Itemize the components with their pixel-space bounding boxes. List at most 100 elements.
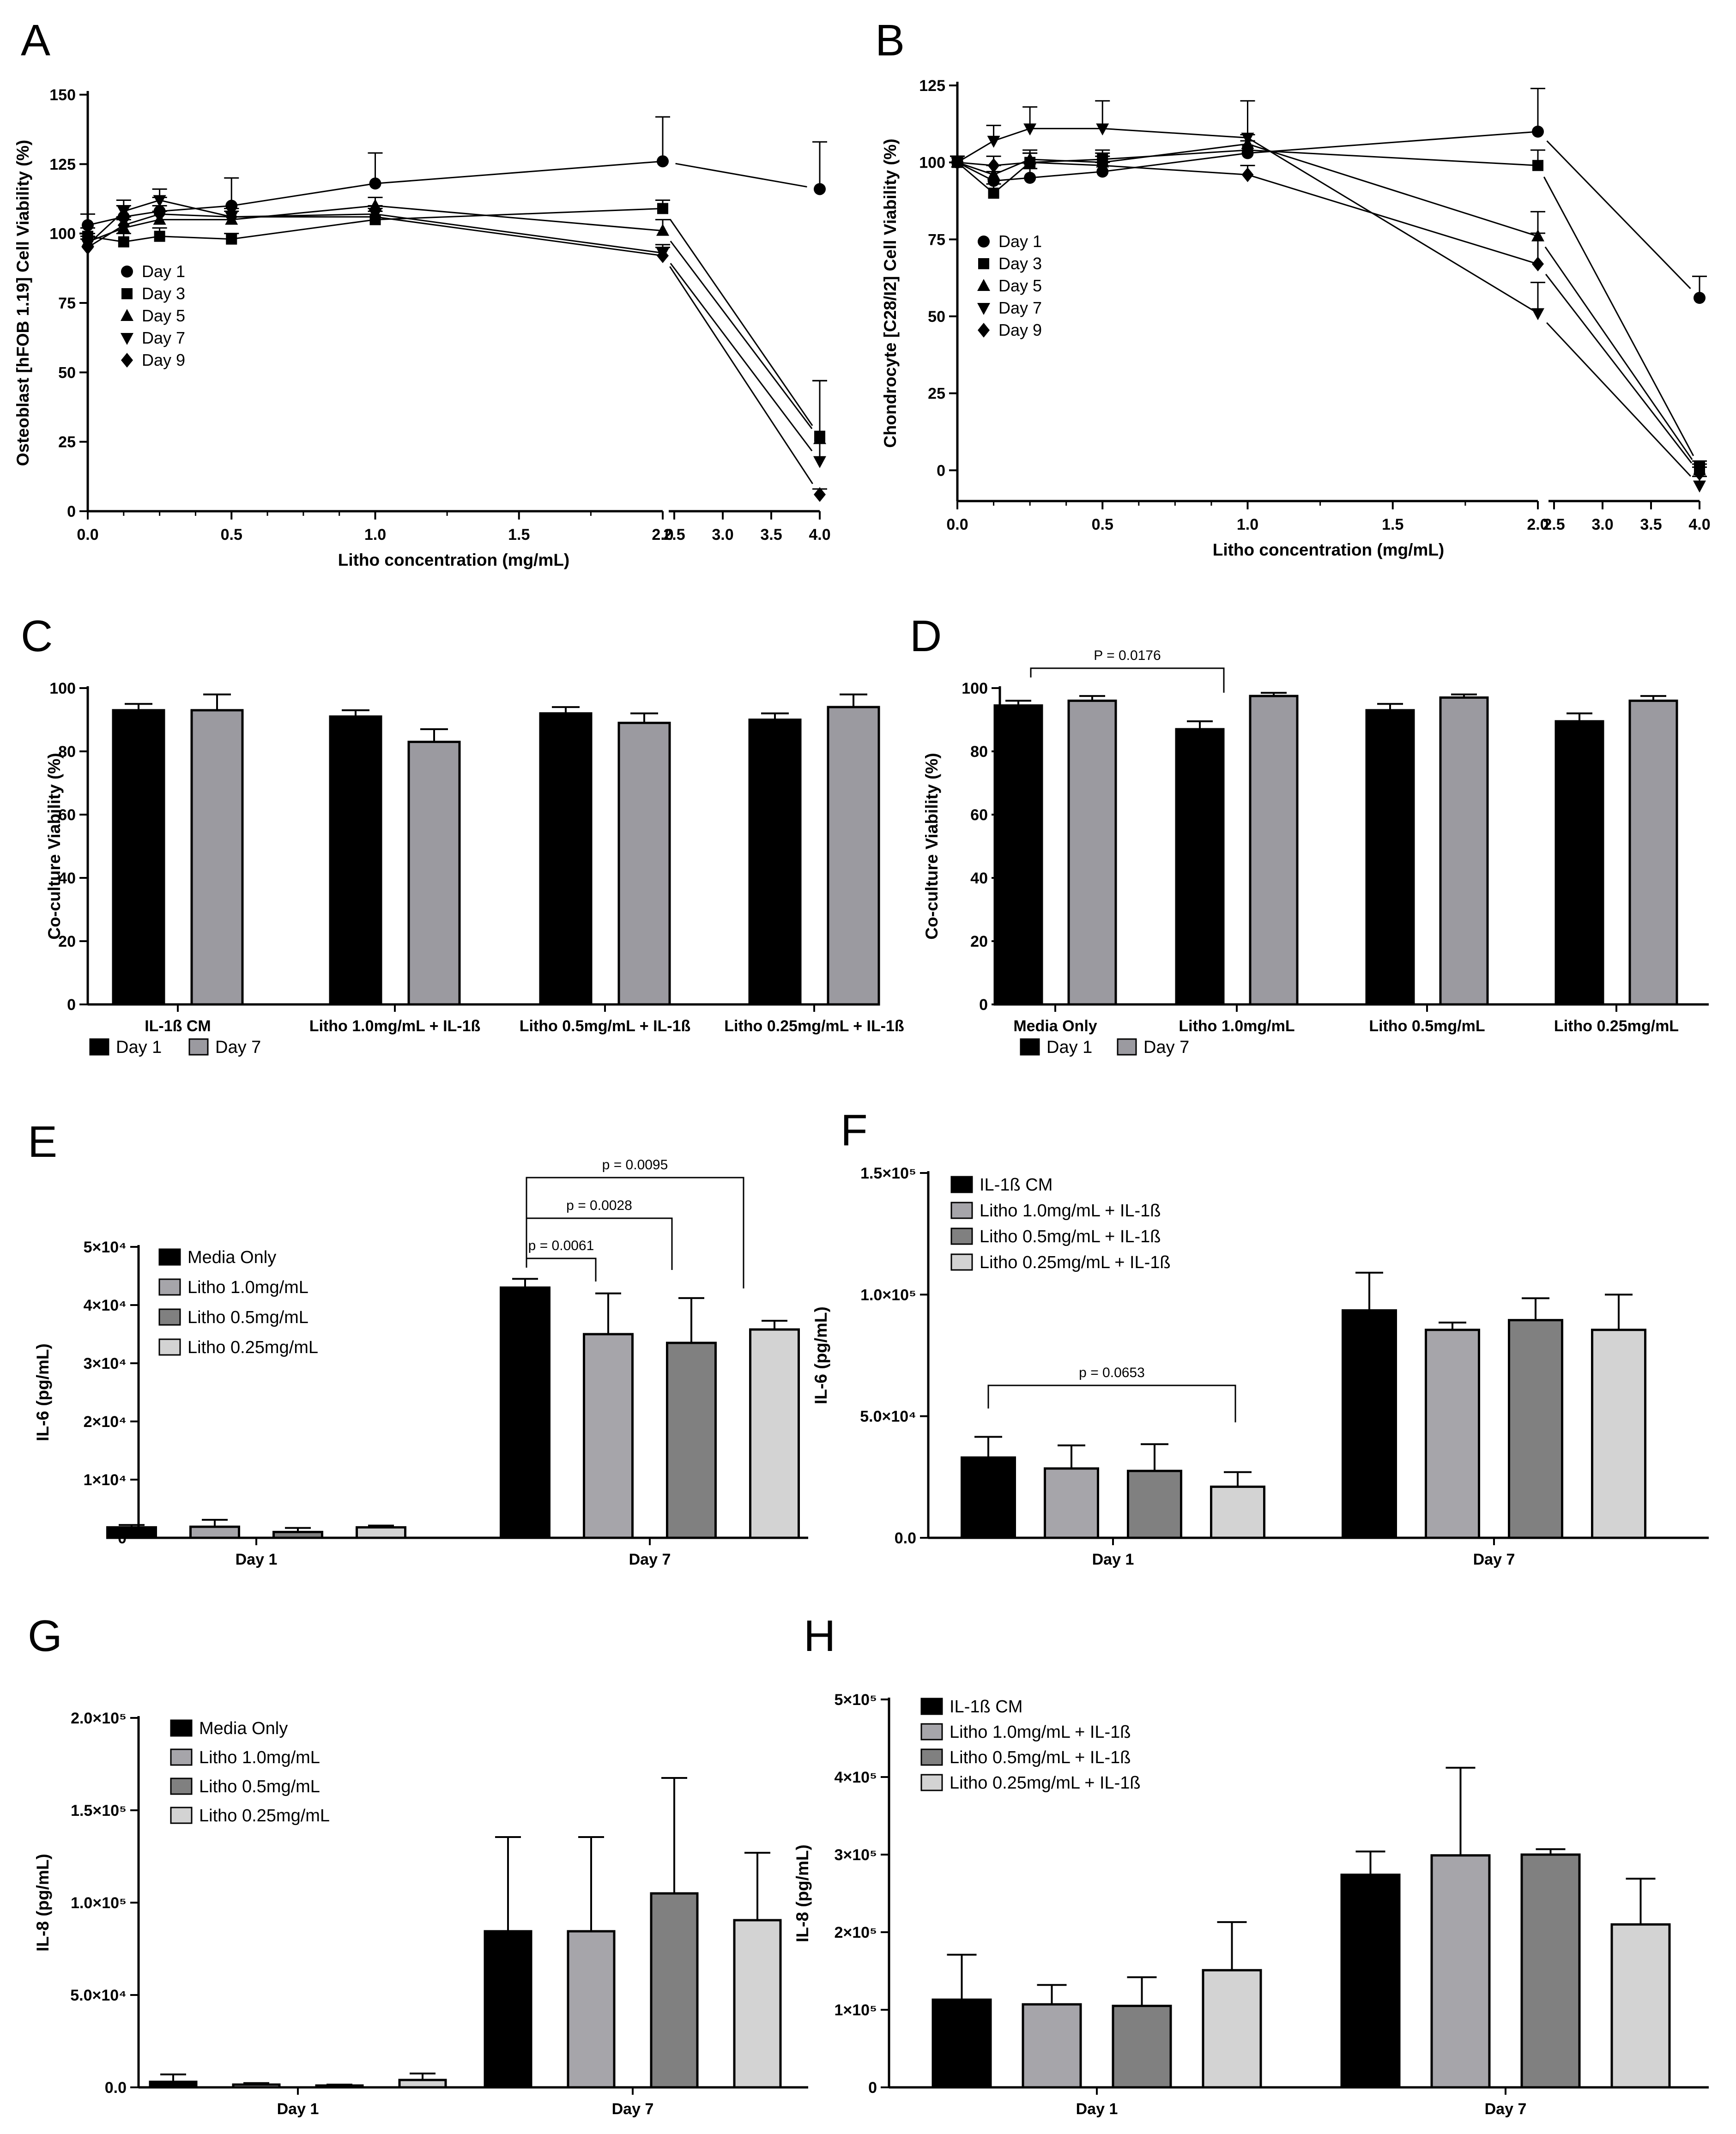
legend-label: Day 3 bbox=[142, 284, 185, 303]
legend-label: Litho 0.25mg/mL bbox=[188, 1338, 318, 1357]
bar-day-7-litho-0-5mg-ml-il-1 bbox=[617, 721, 671, 1006]
legend-swatch-il-1-cm bbox=[920, 1698, 943, 1715]
legend-swatch-day-1 bbox=[1020, 1038, 1040, 1056]
y-tick-label: 100 bbox=[49, 225, 76, 243]
x-tick-label: Litho 0.5mg/mL bbox=[1369, 1017, 1485, 1035]
legend-marker-day-7 bbox=[977, 303, 990, 315]
panel-letter-g: G bbox=[28, 1611, 62, 1661]
x-tick-label: 0.0 bbox=[77, 526, 98, 544]
series-line bbox=[87, 213, 663, 257]
legend-marker-day-7 bbox=[121, 333, 133, 345]
y-tick-label: 20 bbox=[970, 933, 988, 950]
data-point-day-3 bbox=[154, 230, 165, 242]
x-tick-label: 1.5 bbox=[1382, 516, 1403, 533]
significance-bracket: p = 0.0095 bbox=[526, 1157, 744, 1288]
legend-label: Litho 1.0mg/mL + IL-1ß bbox=[950, 1723, 1131, 1742]
data-point-day-7 bbox=[1023, 123, 1037, 136]
bar-litho-0-5mg-ml-day-7 bbox=[666, 1342, 717, 1539]
legend-swatch-media-only bbox=[158, 1248, 181, 1266]
legend: Day 1 Day 7 bbox=[1020, 1038, 1189, 1057]
bar-litho-0-5mg-ml-il-1-day-7 bbox=[1520, 1853, 1581, 2089]
panel-letter-h: H bbox=[804, 1611, 835, 1661]
bar-day-1-il-1-cm bbox=[112, 709, 165, 1006]
legend-swatch-day-7 bbox=[188, 1038, 209, 1056]
x-tick-label: 3.0 bbox=[712, 526, 733, 544]
x-tick-label: Litho 0.5mg/mL + IL-1ß bbox=[520, 1017, 691, 1035]
x-tick-label: IL-1ß CM bbox=[145, 1017, 211, 1035]
legend: Day 1 Day 3 Day 5 Day 7 Day 9 bbox=[977, 232, 1042, 339]
x-tick-label: 3.0 bbox=[1591, 516, 1613, 533]
data-point-day-3 bbox=[988, 187, 999, 199]
y-tick-label: 0 bbox=[979, 996, 988, 1014]
bar-day-7-litho-0-25mg-ml-il-1 bbox=[827, 706, 880, 1006]
x-tick-label: 3.5 bbox=[760, 526, 782, 544]
y-tick-label: 1.0×10⁵ bbox=[71, 1894, 127, 1912]
x-tick-label: Day 7 bbox=[1485, 2100, 1527, 2118]
x-tick-label: 2.5 bbox=[1543, 516, 1565, 533]
series-line bbox=[957, 162, 1538, 265]
y-tick-label: 0 bbox=[67, 503, 76, 520]
bar-litho-0-25mg-ml-day-7 bbox=[749, 1328, 800, 1539]
legend-swatch-il-1-cm bbox=[950, 1176, 973, 1193]
series-day-7 bbox=[80, 188, 827, 468]
legend-label: IL-1ß CM bbox=[980, 1175, 1052, 1195]
legend-marker-day-5 bbox=[121, 309, 133, 321]
bar-litho-0-25mg-ml-il-1-day-7 bbox=[1591, 1329, 1646, 1539]
chart-a-line: 0 25 50 75 100 125 150 0.0 0.5 1.0 1.5 2.02.5 3.0 3.5… bbox=[13, 86, 831, 569]
data-point-day-9 bbox=[1241, 167, 1254, 182]
series-day-3 bbox=[950, 140, 1707, 473]
data-point-day-5 bbox=[987, 168, 1000, 180]
significance-bracket: p = 0.0653 bbox=[987, 1365, 1236, 1422]
legend-label: Litho 0.25mg/mL + IL-1ß bbox=[980, 1253, 1171, 1272]
bar-litho-0-5mg-ml-day-1 bbox=[315, 2084, 364, 2089]
y-axis-title: IL-6 (pg/mL) bbox=[811, 1306, 830, 1404]
legend-swatch-day-1 bbox=[89, 1038, 109, 1056]
panel-letter-a: A bbox=[21, 16, 50, 65]
bracket-line bbox=[987, 1384, 1236, 1422]
legend-label: Day 1 bbox=[998, 232, 1042, 251]
series-break-line bbox=[1546, 140, 1691, 289]
series-break-line bbox=[675, 163, 807, 188]
data-point-day-7 bbox=[153, 195, 166, 207]
legend: Day 1 Day 3 Day 5 Day 7 Day 9 bbox=[121, 262, 185, 369]
bar-litho-0-25mg-ml-il-1-day-7 bbox=[1610, 1923, 1671, 2089]
series-line bbox=[957, 127, 1538, 314]
data-point-day-3 bbox=[226, 233, 237, 245]
legend-swatch-litho-1-0mg-ml-il-1 bbox=[920, 1723, 943, 1741]
data-point-day-9 bbox=[657, 248, 669, 263]
y-tick-label: 0 bbox=[67, 996, 76, 1014]
legend-label: IL-1ß CM bbox=[950, 1697, 1022, 1717]
legend-label: Day 1 bbox=[1046, 1038, 1092, 1057]
data-point-day-7 bbox=[1096, 123, 1109, 136]
series-break-line bbox=[669, 218, 813, 426]
y-tick-label: 5.0×10⁴ bbox=[860, 1408, 916, 1426]
legend-label: Media Only bbox=[188, 1248, 276, 1267]
y-tick-label: 1.0×10⁵ bbox=[860, 1286, 916, 1304]
data-point-day-9 bbox=[987, 158, 1000, 173]
data-point-day-1 bbox=[369, 177, 381, 190]
x-tick-label: Litho 1.0mg/mL + IL-1ß bbox=[309, 1017, 481, 1035]
data-point-day-7 bbox=[117, 206, 130, 218]
y-tick-label: 40 bbox=[58, 870, 76, 887]
chart-f-bar: 0.0 5.0×10⁴ 1.0×10⁵ 1.5×10⁵ IL-6 (pg/mL) Day … bbox=[811, 1165, 1709, 1568]
data-point-day-9 bbox=[1096, 158, 1109, 173]
data-point-day-7 bbox=[1241, 133, 1254, 145]
series-line bbox=[87, 208, 663, 243]
series-day-9 bbox=[80, 205, 827, 502]
x-tick-label: 0.5 bbox=[1092, 516, 1113, 533]
x-tick-label: 1.0 bbox=[364, 526, 386, 544]
y-axis-title: Osteoblast [hFOB 1.19] Cell Viability (%… bbox=[13, 140, 32, 466]
data-point-day-9 bbox=[1532, 256, 1544, 272]
legend-marker-day-1 bbox=[121, 266, 133, 278]
bar-il-1-cm-day-7 bbox=[1340, 1874, 1401, 2089]
bar-litho-1-0mg-ml-il-1-day-1 bbox=[1044, 1467, 1099, 1539]
series-day-5 bbox=[950, 134, 1707, 476]
y-tick-label: 80 bbox=[970, 743, 988, 761]
y-tick-label: 50 bbox=[58, 364, 76, 381]
legend-marker-day-3 bbox=[121, 288, 133, 299]
x-tick-label: Day 1 bbox=[1076, 2100, 1118, 2118]
y-tick-label: 3×10⁵ bbox=[834, 1846, 877, 1864]
x-tick-label: Litho 0.25mg/mL bbox=[1554, 1017, 1679, 1035]
bar-litho-1-0mg-ml-day-1 bbox=[232, 2083, 281, 2089]
data-point-day-9 bbox=[951, 155, 963, 170]
